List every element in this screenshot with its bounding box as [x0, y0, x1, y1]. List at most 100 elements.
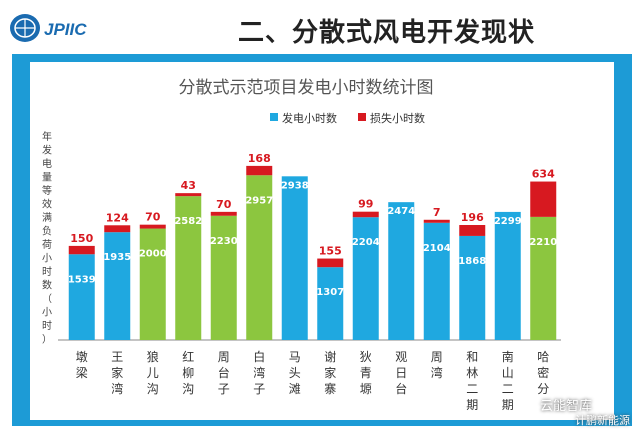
x-tick-label-char: 期	[466, 398, 478, 412]
legend-label-generation: 发电小时数	[282, 111, 337, 125]
x-tick-label-char: 青	[360, 366, 372, 380]
data-label-loss: 7	[433, 206, 441, 219]
x-tick-label-char: 林	[466, 366, 478, 380]
y-axis-label-char: 负	[42, 225, 52, 238]
data-label-generation: 2000	[139, 249, 167, 260]
data-label-generation: 2210	[529, 237, 557, 248]
data-label-generation: 1868	[458, 256, 486, 267]
x-tick-label-char: 观	[395, 350, 407, 364]
y-axis-label-char: 电	[42, 157, 52, 170]
x-tick-label-char: 王	[111, 350, 123, 364]
bar-loss	[104, 225, 131, 233]
data-label-generation: 2474	[387, 206, 415, 217]
legend-swatch-generation	[270, 113, 278, 121]
x-tick-label-char: 红	[182, 349, 194, 364]
bar-loss	[530, 181, 557, 217]
slide-title: 二、分散式风电开发现状	[238, 18, 536, 48]
data-label-generation: 2938	[281, 180, 309, 191]
x-tick-label-char: 墩	[76, 350, 88, 364]
chart-title: 分散式示范项目发电小时数统计图	[179, 78, 434, 98]
legend-label-loss: 损失小时数	[370, 111, 425, 125]
data-label-generation: 1935	[103, 252, 131, 263]
x-tick-label-char: 湾	[111, 381, 123, 396]
x-tick-label-char: 密	[537, 365, 549, 380]
watermark-line2: 计鹏新能源	[575, 414, 630, 427]
y-axis-label-char: 荷	[42, 239, 52, 251]
data-label-generation: 2204	[352, 237, 380, 248]
data-label-loss: 99	[358, 198, 373, 211]
y-axis-label-char: 时	[42, 266, 52, 278]
x-tick-label-char: 南	[502, 349, 514, 364]
data-label-generation: 1307	[316, 287, 344, 298]
x-tick-label-char: 分	[537, 382, 549, 396]
data-label-loss: 196	[461, 211, 484, 224]
company-logo: JPIIC	[8, 10, 118, 46]
x-tick-label-char: 湾	[431, 365, 443, 380]
y-axis-label-char: 时	[42, 320, 52, 332]
y-axis-label-char: 满	[42, 212, 52, 224]
y-axis-label-char: 小	[42, 253, 52, 265]
x-tick-label-char: 周	[218, 350, 230, 364]
bar-loss	[68, 245, 95, 255]
bar-generation	[494, 211, 521, 340]
data-label-loss: 43	[181, 179, 196, 192]
bar-generation	[388, 202, 415, 340]
x-tick-label-char: 家	[324, 365, 336, 380]
x-tick-label-char: 谢	[324, 349, 336, 364]
bar-generation	[210, 215, 237, 340]
x-tick-label-char: 狄	[360, 350, 372, 364]
bar-loss	[317, 258, 344, 268]
x-tick-label-char: 台	[218, 365, 230, 380]
y-axis-label-char: ）	[42, 334, 52, 346]
data-label-loss: 70	[145, 211, 161, 224]
x-tick-label-char: 二	[502, 382, 514, 396]
bar-generation	[317, 267, 344, 340]
x-tick-label-char: 狼	[147, 349, 159, 364]
bar-loss	[423, 219, 450, 223]
data-label-generation: 2299	[494, 216, 522, 227]
y-axis-label-char: （	[42, 293, 52, 305]
bar-generation	[459, 235, 486, 340]
data-label-generation: 2104	[423, 243, 451, 254]
bar-generation	[104, 232, 131, 340]
watermark-line1: 云能智库	[540, 399, 593, 414]
x-tick-label-char: 周	[431, 350, 443, 364]
y-axis-label-char: 年	[42, 130, 52, 143]
x-tick-label-char: 家	[111, 365, 123, 380]
x-tick-label-char: 子	[253, 382, 265, 396]
data-label-loss: 168	[248, 152, 271, 165]
data-label-generation: 2957	[245, 195, 273, 206]
logo-text: JPIIC	[44, 20, 87, 39]
bar-loss	[246, 165, 273, 176]
x-tick-label-char: 日	[395, 366, 407, 380]
data-label-generation: 1539	[68, 274, 96, 285]
bar-loss	[459, 225, 486, 236]
data-label-loss: 150	[70, 232, 93, 245]
x-tick-label-char: 沟	[147, 382, 159, 396]
y-axis-label-char: 等	[42, 184, 52, 197]
bar-generation	[68, 254, 95, 340]
x-tick-label-char: 沟	[182, 382, 194, 396]
data-label-loss: 70	[216, 198, 232, 211]
x-tick-label-char: 台	[395, 381, 407, 396]
y-axis-label-char: 量	[42, 172, 52, 184]
x-tick-label-char: 和	[466, 350, 478, 364]
bar-generation	[530, 216, 557, 340]
bar-generation	[423, 222, 450, 340]
bar-loss	[210, 211, 237, 216]
y-axis-label-char: 小	[42, 307, 52, 319]
x-tick-label-char: 梁	[76, 365, 88, 380]
x-tick-label-char: 头	[289, 366, 301, 380]
x-tick-label-char: 二	[466, 382, 478, 396]
data-label-loss: 124	[106, 211, 129, 224]
bar-loss	[139, 224, 166, 229]
data-label-loss: 634	[532, 168, 555, 181]
x-tick-label-char: 柳	[182, 366, 194, 380]
x-tick-label-char: 塬	[360, 382, 372, 396]
legend-swatch-loss	[358, 113, 366, 121]
x-tick-label-char: 子	[218, 382, 230, 396]
x-tick-label-char: 湾	[253, 365, 265, 380]
bar-generation	[352, 217, 379, 340]
bar-generation	[281, 176, 308, 340]
